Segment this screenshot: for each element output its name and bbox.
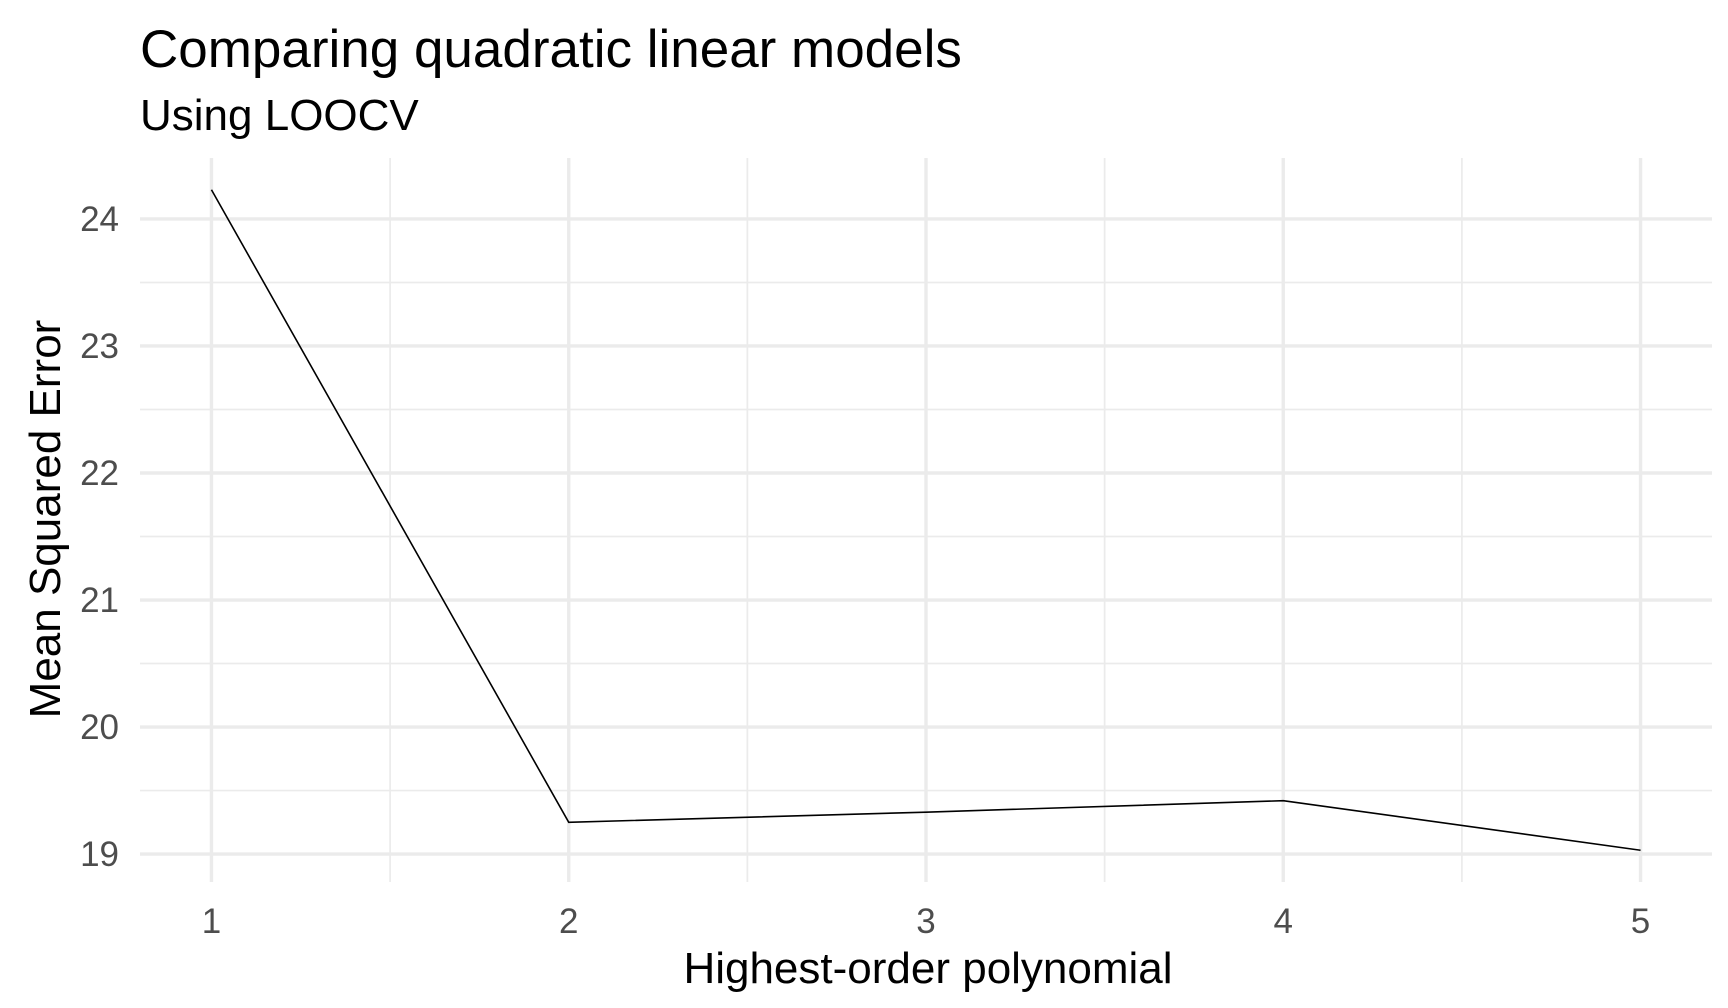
y-tick-label: 20 — [80, 708, 119, 747]
y-axis-ticks: 19 20 21 22 23 24 — [80, 200, 119, 874]
y-tick-label: 22 — [80, 454, 119, 493]
x-tick-label: 3 — [916, 902, 935, 941]
y-axis-title: Mean Squared Error — [21, 320, 70, 719]
y-tick-label: 21 — [80, 581, 119, 620]
x-tick-label: 4 — [1274, 902, 1293, 941]
x-axis-title: Highest-order polynomial — [683, 944, 1172, 993]
chart-subtitle: Using LOOCV — [140, 91, 419, 140]
series-line — [210, 189, 1641, 852]
y-tick-label: 23 — [80, 327, 119, 366]
x-tick-label: 1 — [202, 902, 221, 941]
x-tick-label: 5 — [1631, 902, 1650, 941]
y-tick-label: 19 — [80, 835, 119, 874]
chart-title: Comparing quadratic linear models — [140, 20, 962, 79]
series-layer — [210, 189, 1641, 852]
plot-panel — [140, 158, 1712, 882]
major-gridlines — [140, 158, 1712, 882]
x-tick-label: 2 — [559, 902, 578, 941]
x-axis-ticks: 1 2 3 4 5 — [202, 902, 1651, 941]
y-tick-label: 24 — [80, 200, 119, 239]
